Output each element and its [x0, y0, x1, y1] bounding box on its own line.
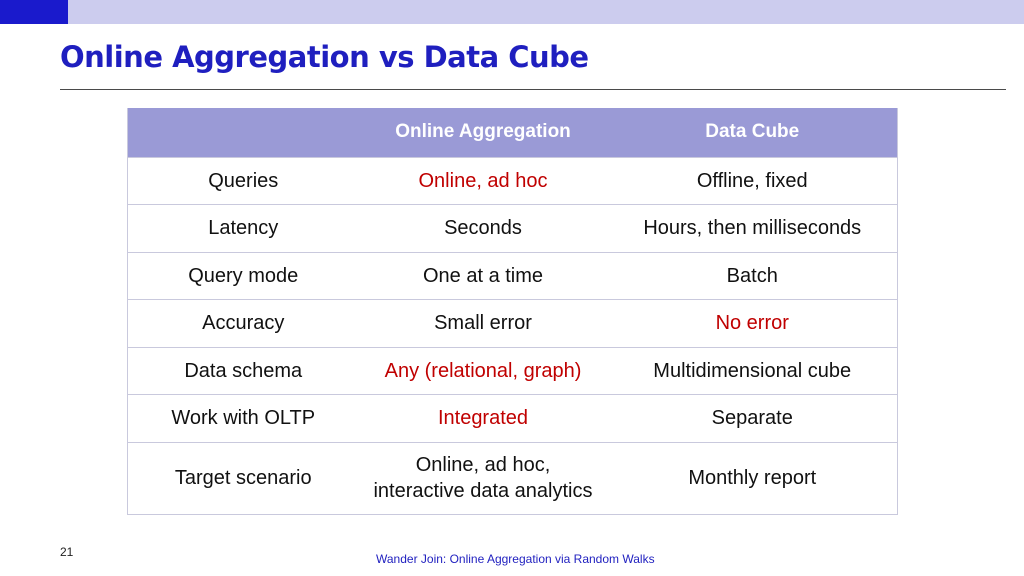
table-row: Target scenario Online, ad hoc, interact… [127, 442, 898, 514]
cell-data-cube: Multidimensional cube [653, 359, 852, 382]
table-row: Query mode One at a time Batch [127, 252, 898, 300]
row-label: Work with OLTP [171, 407, 316, 430]
top-bar-accent [0, 0, 68, 24]
title-divider [60, 89, 1006, 90]
row-label: Query mode [188, 264, 299, 287]
cell-data-cube: Monthly report [688, 467, 817, 489]
cell-online-aggregation: Online, ad hoc [418, 169, 548, 192]
table-row: Accuracy Small error No error [127, 299, 898, 348]
cell-line-2: interactive data analytics [373, 480, 593, 502]
cell-data-cube: No error [715, 312, 789, 335]
table-row: Latency Seconds Hours, then milliseconds [127, 204, 898, 253]
table-row: Work with OLTP Integrated Separate [127, 394, 898, 443]
cell-online-aggregation: Any (relational, graph) [384, 359, 582, 382]
row-label: Accuracy [202, 312, 285, 335]
cell-online-aggregation: Online, ad hoc, interactive data analyti… [359, 442, 608, 514]
slide-number: 21 [60, 545, 74, 559]
table-row: Data schema Any (relational, graph) Mult… [127, 347, 898, 395]
slide-title: Online Aggregation vs Data Cube [60, 40, 589, 74]
row-label: Latency [208, 217, 279, 240]
table-header-row: Online Aggregation Data Cube [127, 108, 898, 157]
cell-data-cube: Offline, fixed [696, 169, 808, 192]
table-row: Queries Online, ad hoc Offline, fixed [127, 157, 898, 205]
cell-data-cube: Batch [726, 264, 778, 287]
header-data-cube: Data Cube [705, 121, 800, 143]
top-bar [68, 0, 1024, 24]
slide-footer: Wander Join: Online Aggregation via Rand… [376, 552, 655, 566]
row-label: Target scenario [174, 467, 312, 489]
header-empty [128, 108, 359, 157]
header-online-aggregation: Online Aggregation [395, 121, 571, 143]
row-label: Queries [208, 169, 279, 192]
cell-line-1: Online, ad hoc, [415, 454, 551, 476]
cell-online-aggregation: One at a time [422, 264, 544, 287]
cell-online-aggregation: Small error [434, 312, 532, 335]
cell-data-cube: Separate [711, 407, 793, 430]
row-label: Data schema [184, 359, 303, 382]
cell-online-aggregation: Integrated [437, 407, 529, 430]
comparison-table: Online Aggregation Data Cube Queries Onl… [127, 108, 898, 515]
cell-data-cube: Hours, then milliseconds [643, 217, 862, 240]
cell-online-aggregation: Seconds [444, 217, 522, 240]
